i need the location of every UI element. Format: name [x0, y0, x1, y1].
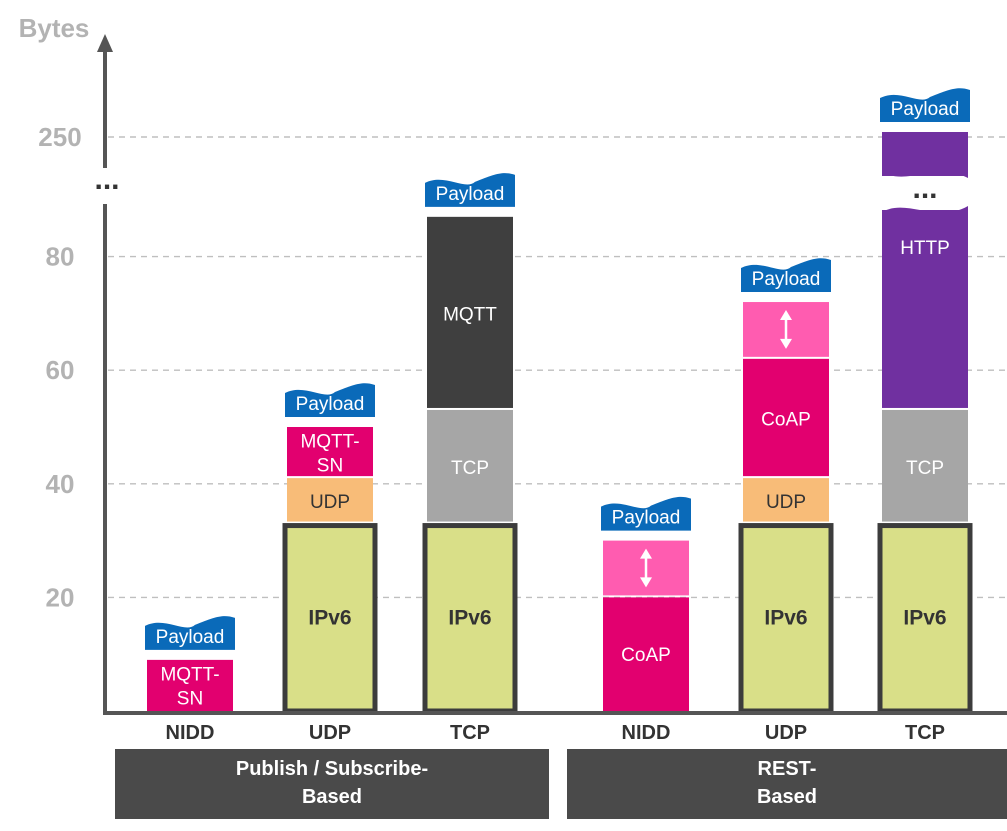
payload-label: Payload: [752, 269, 821, 290]
bar-segment: [427, 409, 513, 522]
x-tick-label: UDP: [765, 722, 807, 744]
bar-segment-label: IPv6: [448, 606, 491, 629]
bar-segment-label: IPv6: [903, 606, 946, 629]
bar-segment: [603, 597, 689, 711]
range-arrow-head-up: [640, 548, 652, 559]
bar-segment-ipv6: [877, 523, 973, 714]
payload-label: Payload: [156, 627, 225, 648]
y-axis-arrow: [97, 34, 113, 52]
bar-break-dots: ...: [912, 172, 937, 205]
bar-segment-label: IPv6: [308, 606, 351, 629]
payload-label: Payload: [436, 184, 505, 205]
bar-segment: [147, 659, 233, 711]
y-tick-label: 20: [46, 582, 75, 612]
bar-segment-ipv6: [422, 523, 518, 714]
bar-break-wave: [882, 206, 968, 224]
category-labels: NIDD UDP TCP NIDD UDP TCP: [166, 722, 945, 744]
x-tick-label: NIDD: [622, 722, 671, 744]
bar-segment-label: MQTT-SN: [300, 432, 359, 477]
range-arrow-head-down: [640, 577, 652, 588]
axis-break-gap: [96, 168, 116, 204]
bar-segment: [287, 478, 373, 522]
y-tick-label: 60: [46, 355, 75, 385]
axes: 20 40 60 80 250 Bytes...: [19, 13, 1007, 715]
payload-flag: [601, 496, 691, 531]
bar-segment-label: MQTT: [443, 304, 497, 325]
y-tick-label: 250: [38, 122, 81, 152]
bar-segment-label: MQTT-SN: [160, 664, 219, 709]
bar-segment-label: HTTP: [900, 238, 950, 259]
payload-flag: [285, 383, 375, 417]
x-tick-label: TCP: [905, 722, 945, 744]
bar-segment-label: CoAP: [761, 409, 811, 430]
payload-label: Payload: [891, 99, 960, 120]
payload-flag: [145, 616, 235, 650]
payload-label: Payload: [612, 508, 681, 529]
bar-segment: [882, 409, 968, 522]
payload-flag: [741, 258, 831, 293]
bar-segment-label: IPv6: [764, 606, 807, 629]
x-tick-label: TCP: [450, 722, 490, 744]
bar-segment: [287, 427, 373, 477]
y-tick-label: 80: [46, 242, 75, 272]
bar-break-wave: [882, 164, 968, 178]
group-labels: Publish / Subscribe-Based REST-Based: [115, 749, 1007, 819]
bar-segment-http-lower: [882, 210, 968, 408]
payload-label: Payload: [296, 394, 365, 415]
group-label: REST-Based: [757, 758, 817, 808]
group-box: [567, 749, 1007, 819]
bar-segment: [743, 478, 829, 522]
bar-segment-label: TCP: [906, 458, 944, 479]
range-arrow-head-down: [780, 338, 792, 349]
axis-break-dots: ...: [94, 163, 119, 196]
grid-lines: [108, 136, 1007, 599]
bar-segment-label: TCP: [451, 458, 489, 479]
payload-flag: [880, 88, 970, 122]
y-axis-title: Bytes: [19, 13, 90, 43]
payload-flag: [425, 173, 515, 207]
bar-segment-ipv6: [738, 523, 834, 714]
bar-segment-label: UDP: [310, 492, 350, 513]
y-tick-label: 40: [46, 469, 75, 499]
bar-segment-label: CoAP: [621, 645, 671, 666]
group-label: Publish / Subscribe-Based: [236, 758, 428, 808]
x-tick-label: UDP: [309, 722, 351, 744]
bar-segment: [743, 358, 829, 477]
x-tick-label: NIDD: [166, 722, 215, 744]
bar-segment-label: UDP: [766, 492, 806, 513]
bar-segment: [427, 216, 513, 408]
bars: MQTT-SN Payload IPv6 UDP MQTT-SN Payload IPv6 T…: [145, 88, 973, 714]
range-arrow-head-up: [780, 310, 792, 321]
group-box: [115, 749, 549, 819]
